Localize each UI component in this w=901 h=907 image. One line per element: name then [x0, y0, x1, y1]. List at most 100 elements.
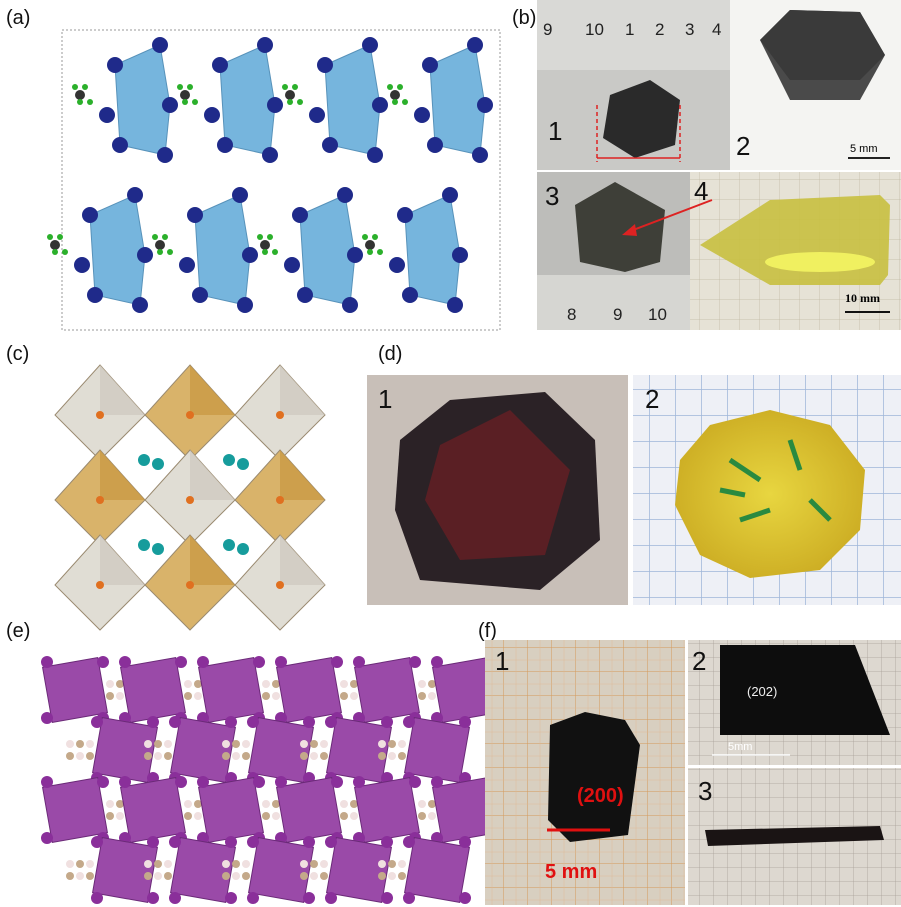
atom — [372, 97, 388, 113]
octahedron — [114, 44, 171, 156]
atom — [86, 860, 94, 868]
atom — [86, 752, 94, 760]
atom — [154, 740, 162, 748]
atom — [197, 776, 209, 788]
panel-label: (d) — [378, 343, 402, 365]
atom — [397, 207, 413, 223]
atom — [184, 812, 192, 820]
atom — [194, 800, 202, 808]
atom — [397, 84, 403, 90]
atom — [340, 812, 348, 820]
atom — [331, 656, 343, 668]
atom — [431, 656, 443, 668]
atom — [262, 812, 270, 820]
atom — [262, 692, 270, 700]
octahedron — [91, 716, 159, 784]
atom — [116, 800, 124, 808]
atom — [184, 800, 192, 808]
octahedron — [404, 194, 461, 306]
atom — [267, 234, 273, 240]
atom — [112, 137, 128, 153]
ruler-number: 3 — [685, 20, 694, 39]
octahedron — [353, 656, 421, 724]
atom — [197, 656, 209, 668]
crystal-top — [760, 10, 885, 80]
atom — [152, 37, 168, 53]
atom — [418, 812, 426, 820]
atom — [331, 776, 343, 788]
atom — [144, 752, 152, 760]
atom — [76, 752, 84, 760]
atom — [398, 872, 406, 880]
atom — [452, 247, 468, 263]
atom — [428, 800, 436, 808]
panel-label: (a) — [6, 7, 30, 29]
atom — [87, 287, 103, 303]
atom — [194, 692, 202, 700]
atom — [91, 716, 103, 728]
atom — [365, 240, 375, 250]
atom — [222, 872, 230, 880]
octahedron-face — [280, 535, 325, 585]
atom — [66, 872, 74, 880]
atom — [225, 892, 237, 904]
octahedron-face — [190, 450, 235, 500]
atom — [427, 137, 443, 153]
atom — [186, 581, 194, 589]
panel-label: (b) — [512, 7, 536, 29]
atom — [116, 812, 124, 820]
ruler-number: 9 — [543, 20, 552, 39]
atom — [390, 90, 400, 100]
atom — [74, 257, 90, 273]
atom — [52, 249, 58, 255]
atom — [276, 496, 284, 504]
atom — [57, 234, 63, 240]
octahedron-face — [190, 365, 235, 415]
atom — [86, 740, 94, 748]
crystal — [720, 645, 890, 735]
atom — [154, 872, 162, 880]
atom — [257, 37, 273, 53]
arrow — [627, 199, 713, 233]
atom — [272, 680, 280, 688]
atom — [303, 836, 315, 848]
atom — [442, 187, 458, 203]
atom — [99, 107, 115, 123]
atom — [242, 860, 250, 868]
octahedron-face — [100, 365, 145, 415]
facet-label: (200) — [577, 785, 624, 807]
atom — [467, 37, 483, 53]
atom — [62, 249, 68, 255]
atom — [253, 656, 265, 668]
panel-label: (e) — [6, 620, 30, 642]
ruler-number: 1 — [625, 20, 634, 39]
atom — [388, 872, 396, 880]
atom — [337, 187, 353, 203]
photo-number: 1 — [378, 384, 392, 414]
atom — [347, 247, 363, 263]
octahedron — [194, 194, 251, 306]
atom — [247, 836, 259, 848]
atom — [107, 57, 123, 73]
panel-c: (c) — [6, 343, 326, 631]
atom — [372, 234, 378, 240]
atom — [300, 872, 308, 880]
atom — [378, 740, 386, 748]
octahedron — [119, 776, 187, 844]
atom — [253, 776, 265, 788]
atom — [403, 716, 415, 728]
atom — [309, 107, 325, 123]
atom — [310, 752, 318, 760]
atom — [194, 680, 202, 688]
crystal — [575, 182, 665, 272]
atom — [367, 249, 373, 255]
atom — [409, 656, 421, 668]
atom — [398, 752, 406, 760]
atom — [132, 297, 148, 313]
atom — [392, 99, 398, 105]
atom — [317, 57, 333, 73]
octahedron — [119, 656, 187, 724]
atom — [267, 97, 283, 113]
octahedron — [275, 656, 343, 724]
atom — [217, 137, 233, 153]
